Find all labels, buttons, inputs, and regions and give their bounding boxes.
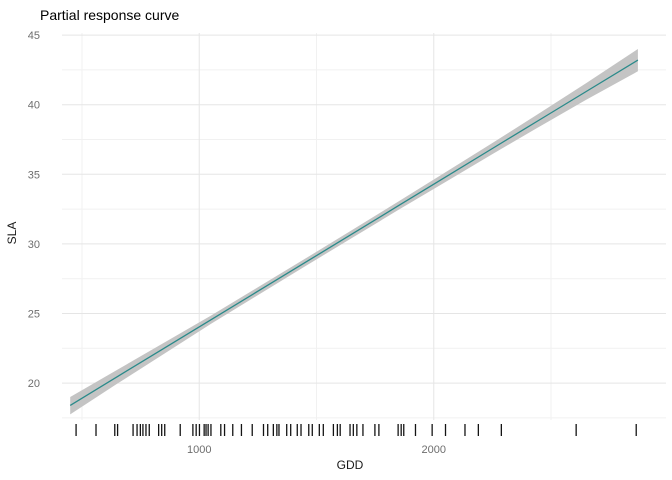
y-tick-label: 40 (28, 100, 40, 112)
y-tick-label: 25 (28, 309, 40, 321)
x-axis-title: GDD (336, 458, 364, 472)
y-tick-label: 20 (28, 378, 40, 390)
x-tick-label: 1000 (187, 444, 211, 456)
y-tick-label: 35 (28, 169, 40, 181)
confidence-ribbon (70, 49, 638, 415)
x-tick-label: 2000 (422, 444, 446, 456)
chart-title: Partial response curve (40, 7, 180, 23)
y-tick-label: 30 (28, 239, 40, 251)
y-tick-label: 45 (28, 30, 40, 42)
y-axis-title: SLA (5, 221, 19, 245)
fit-line (69, 59, 639, 406)
